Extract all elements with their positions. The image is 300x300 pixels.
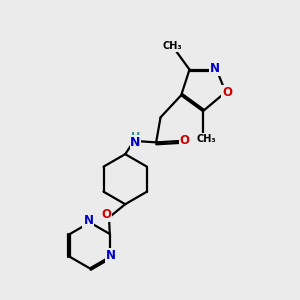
Text: O: O bbox=[180, 134, 190, 147]
Text: CH₃: CH₃ bbox=[196, 134, 216, 144]
Text: N: N bbox=[83, 214, 93, 227]
Text: O: O bbox=[222, 86, 232, 99]
Text: H: H bbox=[131, 132, 140, 142]
Text: N: N bbox=[106, 249, 116, 262]
Text: N: N bbox=[130, 136, 141, 149]
Text: O: O bbox=[101, 208, 111, 221]
Text: CH₃: CH₃ bbox=[162, 41, 182, 51]
Text: N: N bbox=[210, 61, 220, 75]
